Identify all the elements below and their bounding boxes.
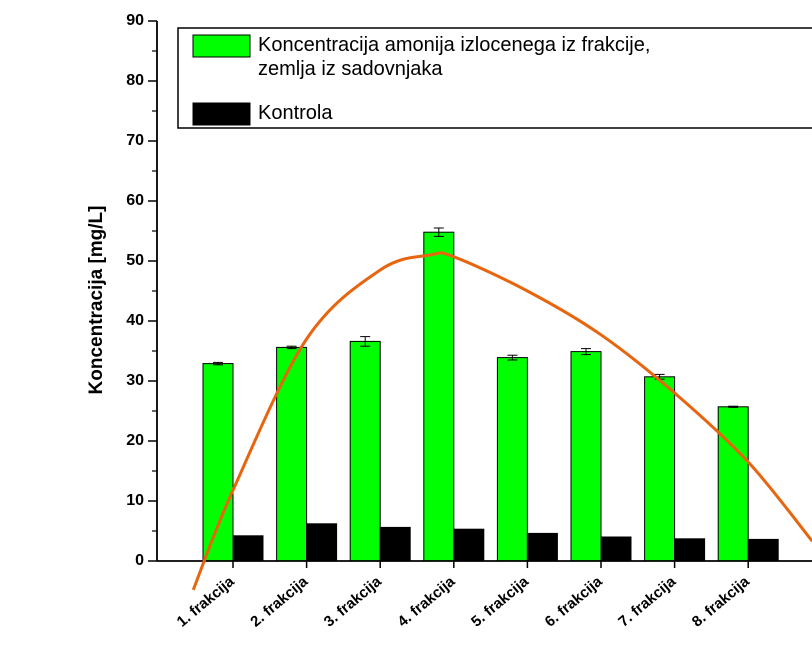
- y-tick-label: 40: [126, 312, 144, 329]
- legend-label: Kontrola: [258, 102, 333, 124]
- y-tick-label: 60: [126, 192, 144, 209]
- bar: [232, 535, 264, 562]
- bar: [747, 538, 779, 562]
- bar: [202, 363, 234, 562]
- y-tick-label: 0: [135, 552, 144, 569]
- bar: [349, 340, 381, 562]
- error-bar: [728, 405, 739, 408]
- fit-curve: [191, 251, 812, 591]
- bar: [570, 351, 602, 562]
- bar: [674, 538, 706, 562]
- bar: [496, 357, 528, 562]
- y-tick-label: 10: [126, 492, 144, 509]
- x-tick-label: 5. frakcija: [468, 573, 532, 631]
- y-tick-label: 20: [126, 432, 144, 449]
- x-tick-label: 3. frakcija: [321, 573, 385, 631]
- error-bar: [360, 336, 371, 347]
- legend-swatch: [192, 34, 251, 58]
- y-tick-label: 80: [126, 72, 144, 89]
- bar: [644, 376, 676, 562]
- bar: [717, 406, 749, 562]
- y-tick-label: 30: [126, 372, 144, 389]
- legend-box: [177, 27, 812, 129]
- error-bar: [213, 361, 223, 366]
- legend-label: Koncentracija amonija izlocenega iz frak…: [258, 34, 651, 80]
- bar: [423, 231, 455, 562]
- error-bar: [507, 354, 518, 361]
- bar: [453, 528, 485, 562]
- error-bar: [286, 345, 297, 350]
- y-axis-label: Koncentracija [mg/L]: [86, 206, 107, 395]
- y-tick-label: 50: [126, 252, 144, 269]
- x-tick-label: 1. frakcija: [174, 573, 238, 631]
- bar: [306, 523, 338, 562]
- x-tick-label: 2. frakcija: [247, 573, 311, 631]
- error-bar: [581, 348, 591, 356]
- bar: [526, 532, 558, 562]
- bar: [379, 526, 411, 562]
- bar: [600, 536, 632, 562]
- x-tick-label: 6. frakcija: [542, 573, 606, 631]
- error-bar: [433, 227, 444, 237]
- x-tick-label: 4. frakcija: [394, 573, 458, 631]
- x-tick-label: 8. frakcija: [689, 573, 753, 631]
- y-tick-label: 70: [126, 132, 144, 149]
- y-tick-label: 90: [126, 12, 144, 29]
- x-tick-label: 7. frakcija: [615, 573, 679, 631]
- bar: [276, 346, 308, 562]
- legend-swatch: [192, 102, 251, 126]
